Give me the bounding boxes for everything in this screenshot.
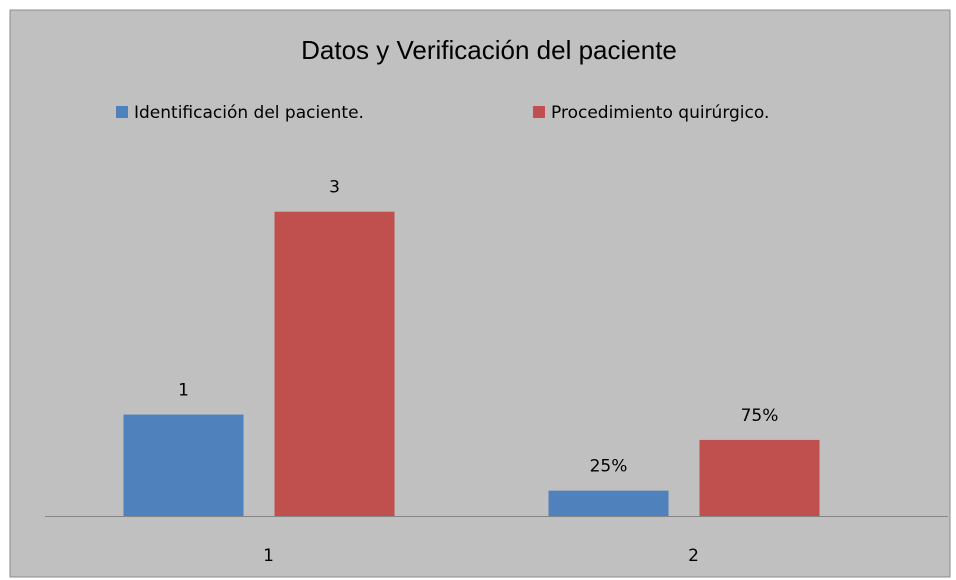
- x-tick-label: 1: [263, 546, 274, 566]
- bar: [274, 211, 395, 516]
- bar: [699, 439, 820, 516]
- legend-swatch: [116, 106, 128, 118]
- data-label: 25%: [590, 457, 628, 477]
- chart-title: Datos y Verificación del paciente: [301, 35, 677, 65]
- x-tick-label: 2: [688, 546, 699, 566]
- data-label: 1: [178, 381, 189, 401]
- legend-swatch: [533, 106, 545, 118]
- data-label: 3: [329, 178, 340, 198]
- legend-label: Identificación del paciente.: [134, 103, 364, 123]
- bar: [548, 490, 669, 516]
- data-label: 75%: [741, 406, 779, 426]
- bar: [123, 414, 244, 516]
- legend-label: Procedimiento quirúrgico.: [551, 103, 769, 123]
